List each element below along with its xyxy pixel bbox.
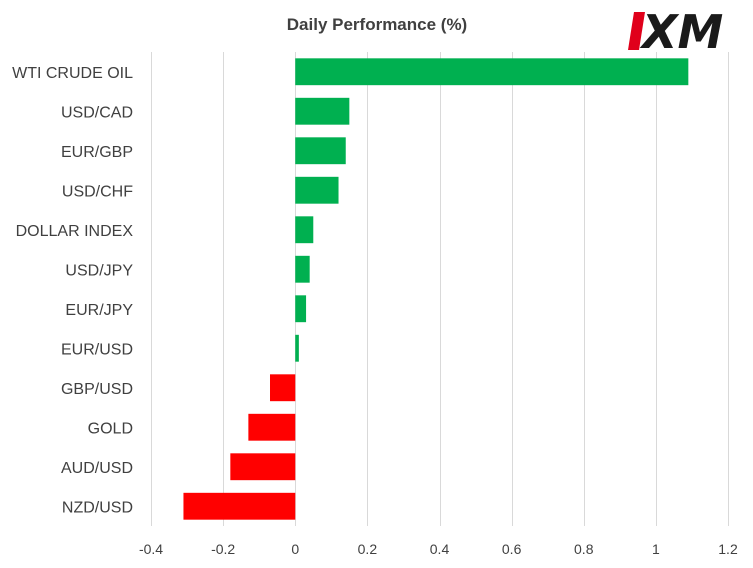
x-tick-label: 0.8 [574,541,594,557]
x-tick-label: 0.6 [502,541,522,557]
bar [295,295,307,323]
bars [183,58,689,520]
category-label: USD/CAD [61,104,133,121]
bar [295,255,310,283]
logo-accent-stripe [628,12,645,50]
category-label: USD/CHF [62,183,133,200]
brand-logo: XM [628,5,723,59]
x-tick-label: 1.2 [718,541,738,557]
x-tick-label: 1 [652,541,660,557]
category-label: NZD/USD [62,499,133,516]
category-label: EUR/JPY [65,302,133,319]
category-label: DOLLAR INDEX [16,223,134,240]
x-axis-ticks: -0.4 -0.2 0 0.2 0.4 0.6 0.8 1 1.2 [139,541,738,557]
bar [230,453,296,481]
x-tick-label: 0 [291,541,299,557]
grid-lines [151,52,729,526]
category-label: GOLD [88,420,133,437]
logo-text: XM [639,5,723,59]
x-tick-label: 0.4 [430,541,450,557]
category-label: EUR/USD [61,341,133,358]
bar [295,176,339,204]
bar [270,374,296,402]
category-label: GBP/USD [61,381,133,398]
category-label: AUD/USD [61,460,133,477]
x-tick-label: 0.2 [358,541,378,557]
bar [295,58,689,86]
category-label: USD/JPY [65,262,133,279]
bar [295,97,350,125]
bar [295,334,299,362]
category-label: WTI CRUDE OIL [12,65,133,82]
x-tick-label: -0.2 [211,541,235,557]
bar [295,216,314,244]
bar [248,413,296,441]
chart-title: Daily Performance (%) [287,15,467,34]
bar [183,492,296,520]
bar [295,137,346,165]
category-labels: WTI CRUDE OIL USD/CAD EUR/GBP USD/CHF DOLLAR… [12,65,133,517]
category-label: EUR/GBP [61,144,133,161]
x-tick-label: -0.4 [139,541,163,557]
